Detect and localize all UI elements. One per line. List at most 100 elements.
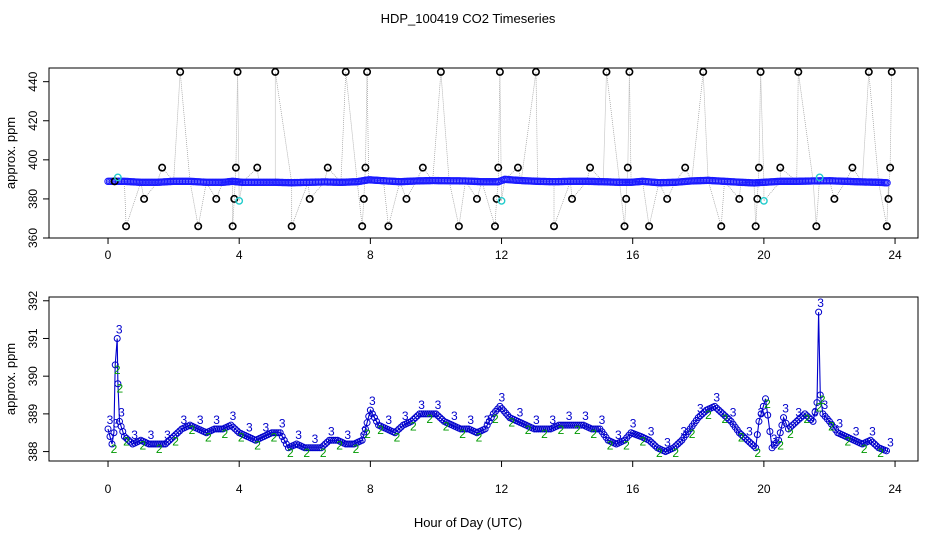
bottom-data-point (577, 421, 585, 429)
bottom-data-point (698, 410, 706, 418)
top-spike-point (230, 194, 239, 203)
bottom-data-point (117, 422, 125, 430)
bottom-data-point (803, 412, 811, 420)
bottom-point-label: 2 (656, 446, 663, 460)
bottom-data-point (430, 410, 438, 418)
bottom-data-point (755, 417, 763, 425)
bottom-point-label: 3 (746, 424, 753, 438)
bottom-data-point (759, 402, 767, 410)
bottom-point-label: 2 (114, 363, 121, 377)
top-spike-point (490, 222, 499, 231)
top-spike-point (212, 194, 221, 203)
bottom-point-label: 3 (566, 409, 573, 423)
top-spike-point (305, 194, 314, 203)
bottom-data-point (174, 429, 182, 437)
top-connector-path (108, 71, 893, 227)
bottom-data-point (813, 399, 821, 407)
top-spike-point (620, 222, 629, 231)
bottom-point-label: 2 (377, 423, 384, 437)
bottom-data-point (315, 444, 323, 452)
bottom-data-point (125, 436, 133, 444)
bottom-data-point (110, 429, 118, 437)
bottom-data-point (436, 414, 444, 422)
top-spike-point (140, 194, 149, 203)
bottom-point-label: 3 (484, 413, 491, 427)
bottom-data-point (276, 429, 284, 437)
bottom-data-point (696, 412, 704, 420)
top-y-tick-label: 420 (26, 110, 40, 130)
bottom-y-tick-label: 392 (26, 290, 40, 310)
bottom-data-point (317, 444, 325, 452)
bottom-data-point (122, 434, 130, 442)
top-spike-point (418, 163, 427, 172)
bottom-data-point (414, 412, 422, 420)
top-spike-point (602, 67, 611, 76)
bottom-point-label: 2 (541, 427, 548, 441)
top-spike-point (882, 222, 891, 231)
bottom-data-point (170, 432, 178, 440)
bottom-point-label: 3 (822, 398, 829, 412)
bottom-point-label: 2 (607, 438, 614, 452)
bottom-data-point (649, 440, 657, 448)
bottom-point-label: 3 (451, 409, 458, 423)
top-panel: approx. ppm 0 4 8 12 16 20 24 360 380 400 420 440 (3, 67, 919, 262)
bottom-point-label: 2 (139, 438, 146, 452)
top-spike-point (623, 163, 632, 172)
bottom-point-label: 2 (287, 446, 294, 460)
top-spike-point (472, 194, 481, 203)
top-spike-point (158, 163, 167, 172)
bottom-data-point (168, 434, 176, 442)
bottom-data-point (739, 432, 747, 440)
bottom-point-label: 2 (443, 419, 450, 433)
top-spike-point (228, 222, 237, 231)
bottom-point-label: 3 (782, 402, 789, 416)
top-spike-point (812, 222, 821, 231)
bottom-data-point (463, 425, 471, 433)
top-spike-point (176, 67, 185, 76)
bottom-data-point (672, 442, 680, 450)
bottom-x-tick-label: 8 (367, 482, 374, 496)
bottom-point-label: 2 (574, 423, 581, 437)
bottom-data-point (157, 440, 165, 448)
bottom-point-label: 2 (828, 419, 835, 433)
bottom-data-point (750, 442, 758, 450)
top-spike-point (586, 163, 595, 172)
bottom-data-point (676, 438, 684, 446)
bottom-data-point (114, 380, 122, 388)
bottom-point-label: 2 (705, 408, 712, 422)
bottom-data-point (313, 444, 321, 452)
bottom-point-label: 2 (353, 442, 360, 456)
bottom-data-point (776, 429, 784, 437)
bottom-point-label: 2 (861, 442, 868, 456)
bottom-y-tick-label: 390 (26, 366, 40, 386)
bottom-point-label: 2 (459, 427, 466, 441)
bottom-data-point (787, 423, 795, 431)
bottom-data-point (869, 438, 877, 446)
top-spike-point (751, 222, 760, 231)
bottom-x-tick-label: 20 (757, 482, 771, 496)
top-connector-lines (108, 71, 893, 227)
bottom-point-label: 2 (426, 412, 433, 426)
top-spike-point (194, 222, 203, 231)
top-y-tick-label: 360 (26, 228, 40, 248)
bottom-data-point (366, 406, 374, 414)
bottom-point-label: 3 (681, 424, 688, 438)
bottom-data-point (757, 410, 765, 418)
bottom-point-label: 2 (804, 412, 811, 426)
bottom-point-label: 2 (492, 412, 499, 426)
bottom-point-label: 2 (590, 427, 597, 441)
bottom-data-point (762, 395, 770, 403)
top-flagged-point (235, 196, 244, 205)
bottom-data-point (784, 425, 792, 433)
bottom-point-label: 3 (549, 413, 556, 427)
top-spike-point (753, 194, 762, 203)
bottom-data-point (715, 406, 723, 414)
bottom-data-point (764, 411, 772, 419)
bottom-data-point (753, 431, 761, 439)
bottom-y-tick-label: 391 (26, 328, 40, 348)
bottom-data-point (348, 440, 356, 448)
bottom-data-point (373, 417, 381, 425)
bottom-point-label: 3 (517, 405, 524, 419)
bottom-point-label: 2 (689, 427, 696, 441)
